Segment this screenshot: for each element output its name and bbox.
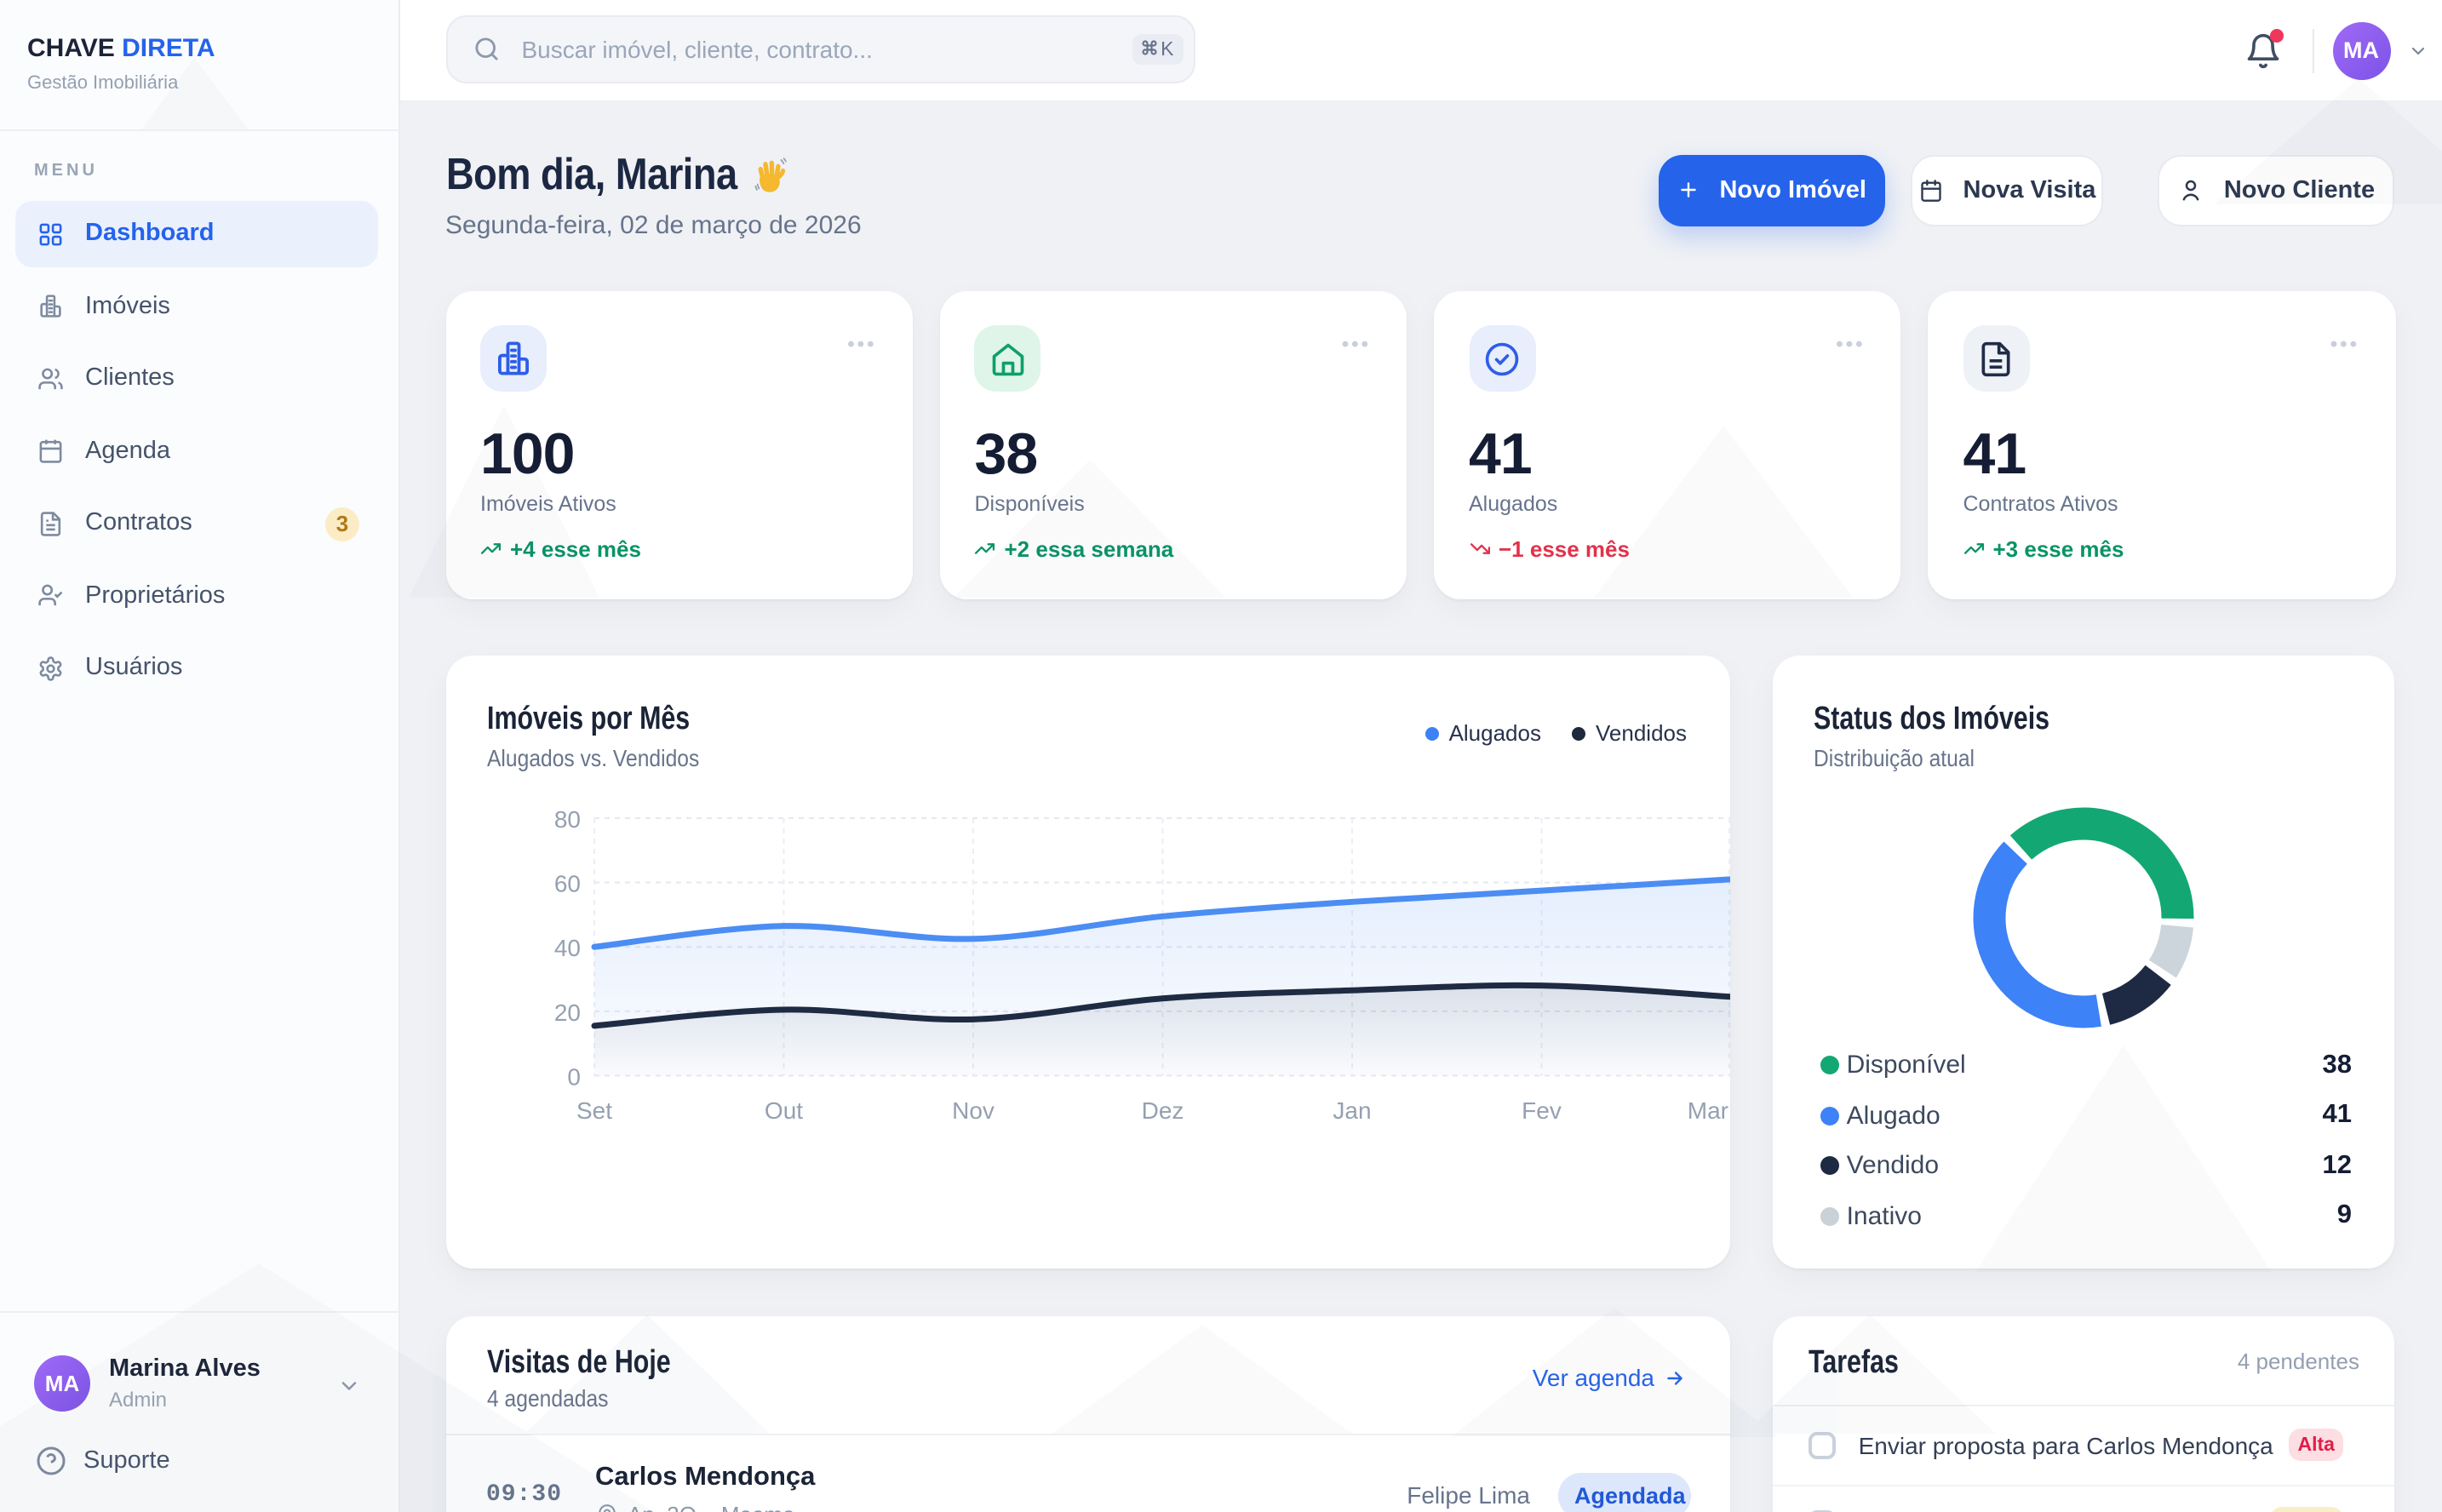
svg-text:60: 60 [553, 871, 580, 897]
svg-text:0: 0 [566, 1064, 580, 1091]
svg-text:20: 20 [553, 999, 580, 1026]
svg-text:40: 40 [553, 935, 580, 961]
svg-text:Fev: Fev [1521, 1097, 1561, 1124]
svg-text:Out: Out [764, 1097, 802, 1124]
svg-text:80: 80 [553, 806, 580, 833]
svg-text:Mar: Mar [1687, 1097, 1728, 1124]
svg-text:Set: Set [576, 1097, 611, 1124]
svg-text:Dez: Dez [1141, 1097, 1184, 1124]
svg-text:Nov: Nov [951, 1097, 994, 1124]
svg-text:Jan: Jan [1332, 1097, 1370, 1124]
